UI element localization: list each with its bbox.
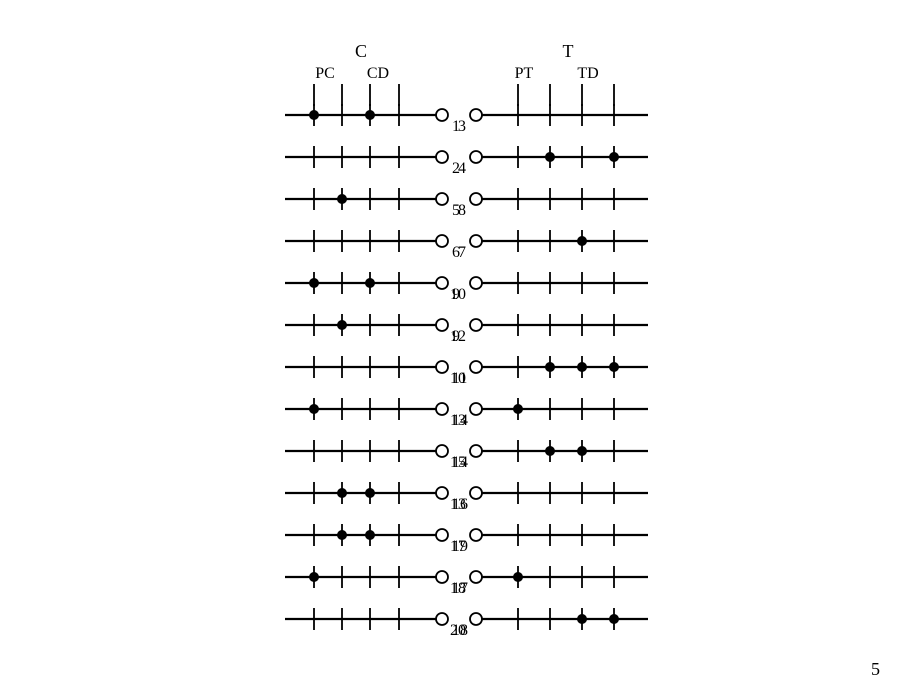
group-label: C [355,41,367,61]
centromere-circle [436,403,448,415]
centromere-circle [436,319,448,331]
marker-dot [365,110,375,120]
row-label: 13 [450,496,466,513]
centromere-circle [470,529,482,541]
chromosome-diagram-svg: CPCCDTPTTD132458679109121110141314151613… [0,0,920,690]
centromere-circle [470,235,482,247]
marker-dot [365,488,375,498]
row-label: 15 [450,454,466,471]
marker-dot [577,446,587,456]
marker-dot [309,572,319,582]
column-label: CD [367,65,389,82]
centromere-circle [470,277,482,289]
marker-dot [337,194,347,204]
page-number: 5 [871,659,880,680]
centromere-circle [436,487,448,499]
centromere-circle [470,319,482,331]
centromere-circle [470,151,482,163]
centromere-circle [436,361,448,373]
column-label: PT [515,65,534,82]
centromere-circle [436,613,448,625]
centromere-circle [470,445,482,457]
centromere-circle [436,529,448,541]
marker-dot [309,278,319,288]
centromere-circle [470,613,482,625]
row-label: 4 [458,160,466,177]
centromere-circle [436,193,448,205]
row-label: 3 [458,118,466,135]
centromere-circle [470,571,482,583]
marker-dot [609,614,619,624]
column-label: PC [315,65,335,82]
row-label: 10 [450,370,466,387]
marker-dot [545,362,555,372]
group-label: T [563,41,574,61]
centromere-circle [436,235,448,247]
centromere-circle [470,193,482,205]
marker-dot [513,404,523,414]
marker-dot [337,530,347,540]
marker-dot [577,236,587,246]
centromere-circle [470,487,482,499]
marker-dot [545,152,555,162]
marker-dot [609,362,619,372]
marker-dot [365,278,375,288]
centromere-circle [436,445,448,457]
row-label: 20 [450,622,466,639]
marker-dot [337,488,347,498]
marker-dot [609,152,619,162]
diagram-container: CPCCDTPTTD132458679109121110141314151613… [0,0,920,690]
centromere-circle [470,403,482,415]
row-label: 17 [450,538,466,555]
marker-dot [365,530,375,540]
centromere-circle [470,109,482,121]
row-label: 7 [458,244,466,261]
row-label: 8 [458,202,466,219]
marker-dot [545,446,555,456]
centromere-circle [436,151,448,163]
centromere-circle [436,571,448,583]
marker-dot [337,320,347,330]
column-label: TD [577,65,598,82]
marker-dot [309,404,319,414]
row-label: 10 [450,286,466,303]
row-label: 18 [450,580,466,597]
marker-dot [577,614,587,624]
marker-dot [513,572,523,582]
row-label: 13 [450,412,466,429]
centromere-circle [436,109,448,121]
centromere-circle [436,277,448,289]
marker-dot [577,362,587,372]
centromere-circle [470,361,482,373]
row-label: 12 [450,328,466,345]
marker-dot [309,110,319,120]
